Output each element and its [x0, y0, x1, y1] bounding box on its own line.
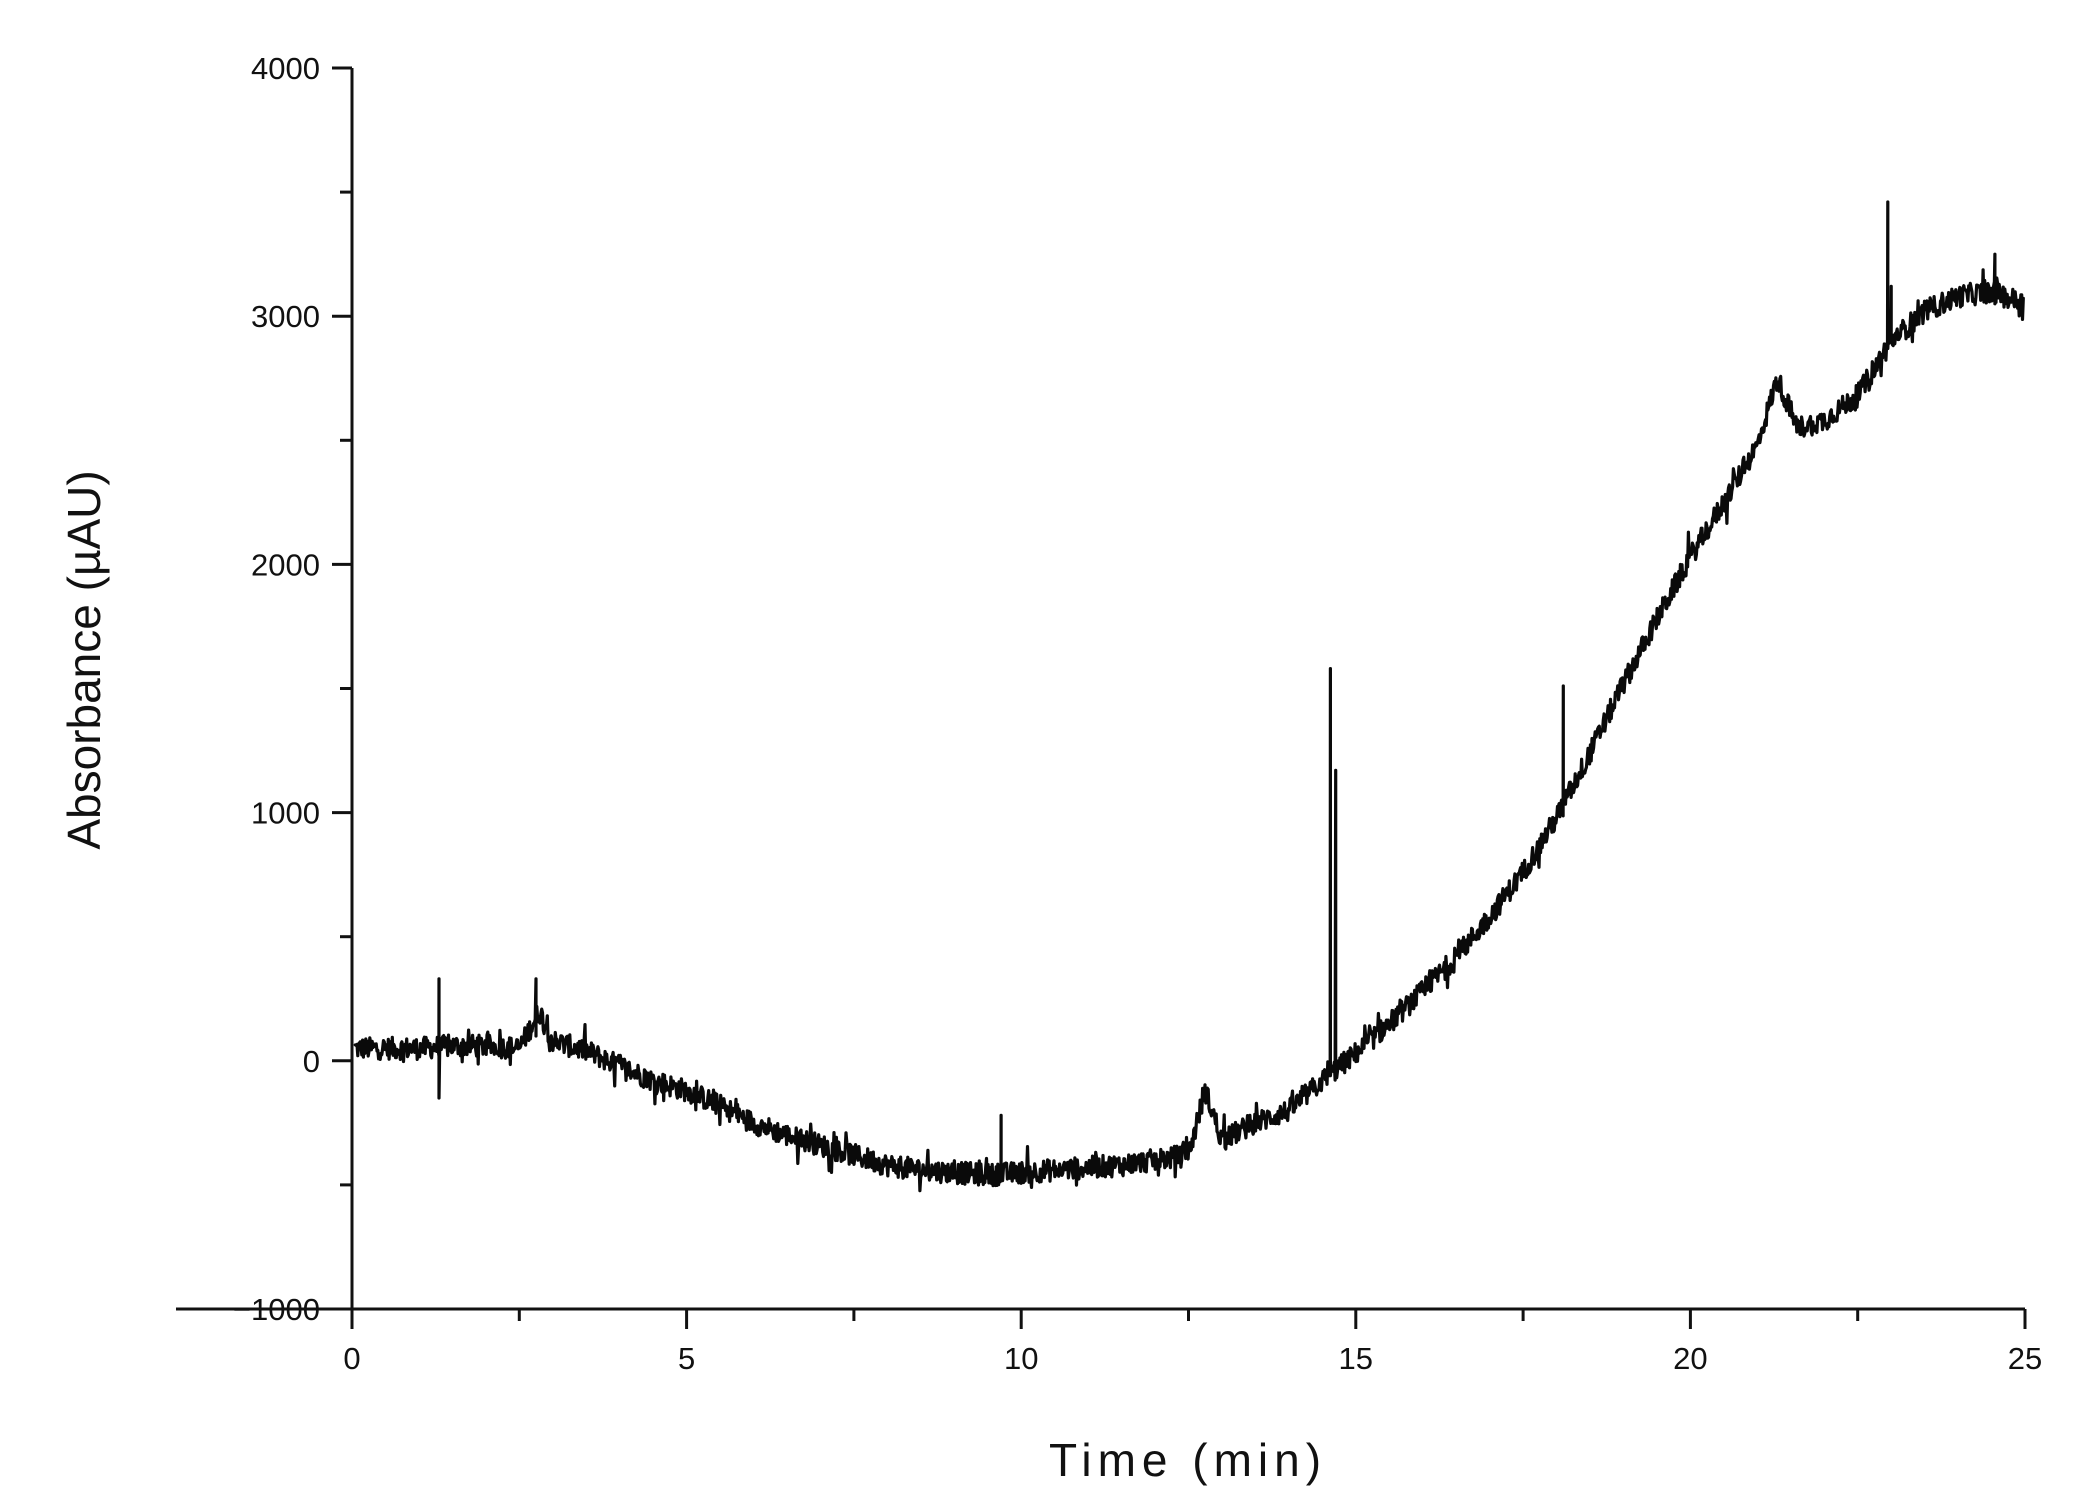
- x-tick-label: 15: [1339, 1341, 1373, 1376]
- y-tick-label: 0: [303, 1044, 320, 1079]
- x-tick-label: 20: [1673, 1341, 1707, 1376]
- ticks: [332, 66, 2027, 1329]
- series: [353, 200, 2025, 1193]
- y-tick-label: 4000: [251, 51, 320, 86]
- x-tick-label: 10: [1004, 1341, 1038, 1376]
- axes: [176, 68, 2025, 1311]
- absorbance-trace: [353, 200, 2025, 1193]
- x-tick-label: 0: [343, 1341, 360, 1376]
- y-tick-label: 2000: [251, 547, 320, 582]
- x-axis-title: Time (min): [1049, 1434, 1327, 1486]
- y-axis-title: Absorbance (µAU): [58, 470, 110, 849]
- y-tick-label: 1000: [251, 796, 320, 831]
- y-tick-label: −1000: [233, 1292, 320, 1327]
- x-tick-label: 5: [678, 1341, 695, 1376]
- y-tick-label: 3000: [251, 299, 320, 334]
- tick-labels: 0 5 10 15 20 25 −1000 0 1000 2000 3000 4000: [233, 51, 2042, 1376]
- x-tick-label: 25: [2008, 1341, 2042, 1376]
